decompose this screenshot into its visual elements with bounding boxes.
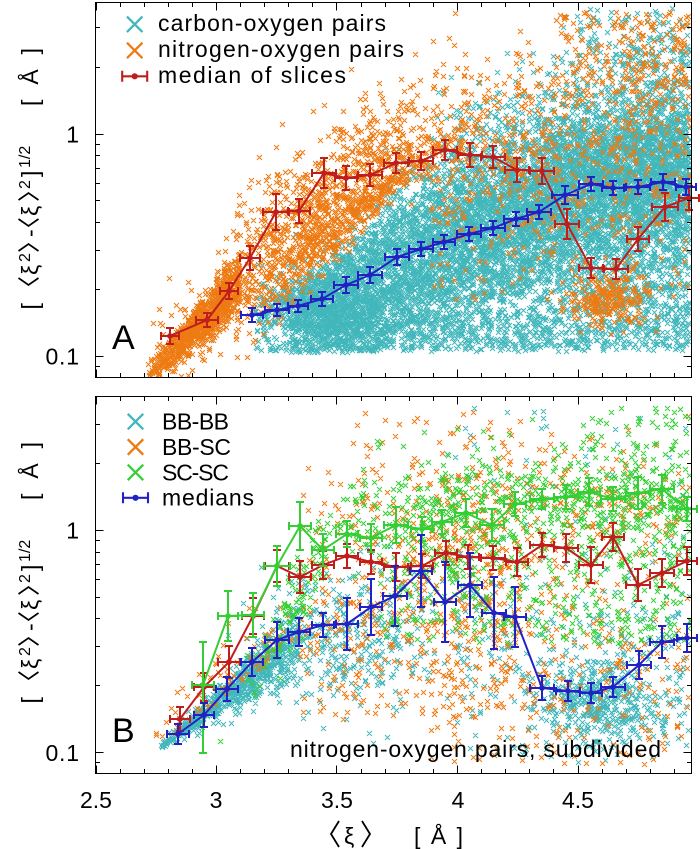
svg-text:ξ: ξ (17, 600, 43, 610)
svg-text:carbon-oxygen pairs: carbon-oxygen pairs (158, 10, 386, 36)
svg-text:BB-BB: BB-BB (162, 409, 229, 435)
svg-text:2: 2 (17, 574, 34, 583)
svg-text:1/2: 1/2 (17, 146, 34, 168)
svg-text:3: 3 (210, 787, 223, 813)
svg-text:0.1: 0.1 (46, 344, 80, 370)
svg-text:nitrogen-oxygen pairs, subdivi: nitrogen-oxygen pairs, subdivided (290, 736, 661, 762)
svg-text:A: A (112, 319, 135, 357)
svg-text:4: 4 (452, 787, 465, 813)
svg-text:[: [ (17, 303, 43, 310)
svg-text:nitrogen-oxygen pairs: nitrogen-oxygen pairs (158, 36, 404, 62)
svg-text:-: - (17, 229, 43, 237)
svg-text:median of slices: median of slices (158, 62, 346, 88)
svg-text:2: 2 (17, 180, 34, 189)
svg-text:]: ] (17, 171, 43, 177)
svg-text:2: 2 (17, 647, 34, 656)
svg-text:1/2: 1/2 (17, 540, 34, 562)
svg-text:ξ: ξ (17, 659, 43, 669)
svg-text:2: 2 (17, 253, 34, 262)
svg-text:]: ] (17, 565, 43, 571)
svg-text:SC-SC: SC-SC (162, 460, 229, 486)
svg-text:ξ: ξ (344, 823, 354, 849)
svg-text:2.5: 2.5 (80, 787, 112, 813)
svg-text:1: 1 (66, 518, 79, 544)
svg-text:ξ: ξ (17, 265, 43, 275)
svg-text:[: [ (17, 697, 43, 704)
svg-text:B: B (112, 712, 135, 750)
svg-text:-: - (17, 623, 43, 631)
svg-text:ξ: ξ (17, 206, 43, 216)
svg-text:1: 1 (66, 122, 79, 148)
svg-text:3.5: 3.5 (321, 787, 353, 813)
svg-text:BB-SC: BB-SC (162, 434, 231, 460)
svg-text:0.1: 0.1 (46, 740, 80, 766)
svg-text:medians: medians (162, 485, 254, 511)
svg-text:4.5: 4.5 (562, 787, 594, 813)
